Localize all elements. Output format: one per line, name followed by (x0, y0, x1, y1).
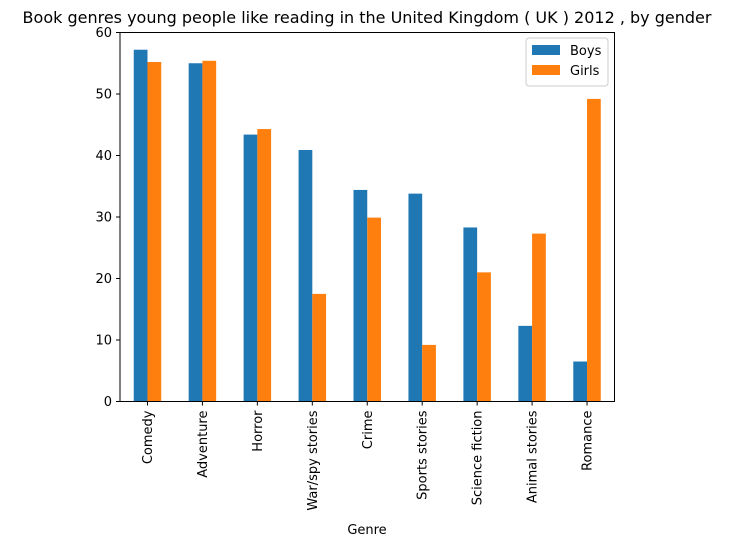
legend-label-boys: Boys (570, 44, 602, 59)
bar-girls-3 (312, 293, 327, 402)
x-tick-label: Crime (361, 411, 376, 450)
bar-boys-2 (243, 134, 258, 402)
bar-girls-8 (587, 98, 601, 402)
bar-girls-1 (202, 60, 217, 402)
x-tick-label: Sports stories (416, 410, 431, 500)
legend-swatch-girls (532, 65, 560, 75)
legend: Boys Girls (525, 37, 609, 87)
bar-girls-7 (532, 233, 546, 402)
bar-girls-4 (367, 217, 381, 402)
y-tick-label: 20 (95, 272, 112, 287)
chart-title: Book genres young people like reading in… (23, 8, 712, 27)
x-tick-label: Horror (251, 410, 266, 452)
x-axis-label: Genre (347, 523, 386, 538)
legend-swatch-boys (532, 45, 560, 55)
bar-boys-8 (573, 361, 588, 402)
y-axis: 0 10 20 30 40 50 60 (95, 26, 120, 410)
bars-group (133, 49, 601, 402)
y-tick-label: 40 (95, 149, 112, 164)
bar-boys-1 (188, 63, 203, 402)
y-tick-label: 30 (95, 211, 112, 226)
bar-girls-6 (477, 272, 491, 402)
x-tick-label: Romance (581, 411, 596, 471)
bar-boys-7 (518, 325, 533, 402)
x-tick-label: Animal stories (526, 410, 541, 503)
bar-girls-5 (422, 344, 436, 402)
bar-boys-0 (133, 49, 148, 402)
bar-girls-2 (257, 129, 272, 402)
x-tick-label: Comedy (141, 410, 156, 464)
bar-boys-4 (353, 189, 368, 402)
y-tick-label: 10 (95, 334, 112, 349)
bar-boys-6 (463, 227, 478, 402)
y-tick-label: 0 (104, 395, 112, 410)
x-tick-label: Science fiction (471, 411, 486, 506)
bar-boys-5 (408, 193, 423, 402)
x-tick-label: Adventure (196, 411, 211, 478)
y-tick-label: 50 (95, 88, 112, 103)
x-axis: Comedy Adventure Horror War/spy stories Crim… (141, 401, 596, 511)
y-tick-label: 60 (95, 26, 112, 41)
legend-label-girls: Girls (570, 64, 600, 79)
bar-girls-0 (147, 62, 162, 402)
bar-boys-3 (298, 149, 313, 402)
x-tick-label: War/spy stories (306, 410, 321, 510)
